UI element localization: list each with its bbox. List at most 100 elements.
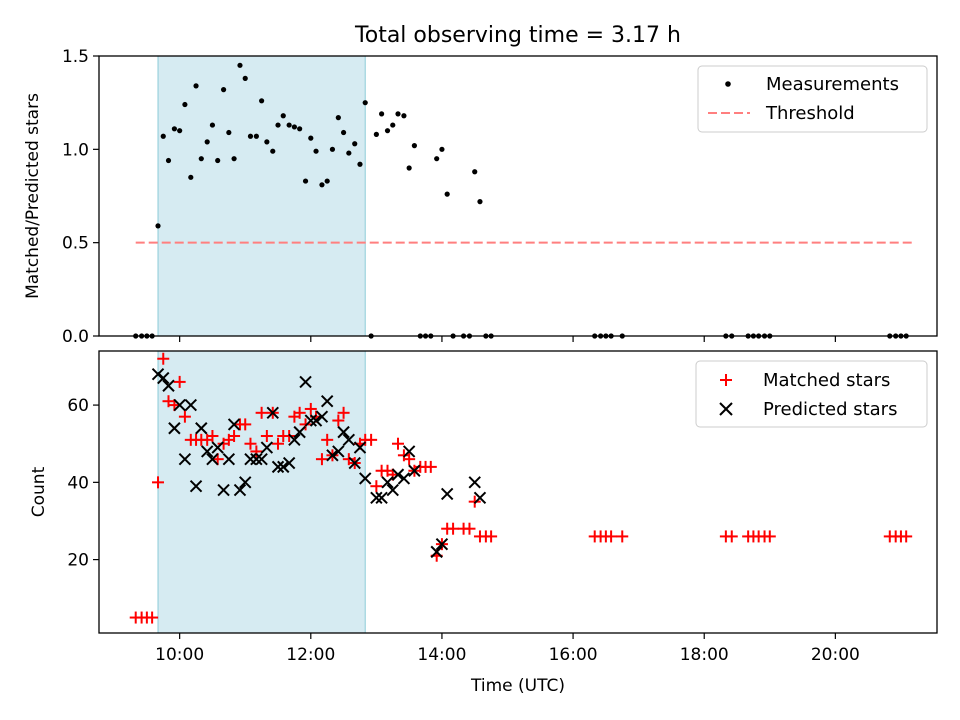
measurement-point xyxy=(439,146,445,152)
matched-star-point xyxy=(725,530,738,543)
measurement-point xyxy=(324,178,330,184)
measurement-point xyxy=(220,87,227,93)
predicted-star-point xyxy=(408,464,421,477)
top-shaded-span xyxy=(157,55,366,337)
measurement-point xyxy=(188,174,194,180)
bottom-y-tick-label: 60 xyxy=(67,396,89,416)
predicted-star-point xyxy=(189,479,203,493)
chart-title: Total observing time = 3.17 h xyxy=(354,23,681,48)
bottom-x-axis: 10:00 12:00 14:00 16:00 18:00 20:00 xyxy=(155,633,860,665)
measurement-point xyxy=(155,223,161,229)
predicted-star-point xyxy=(250,452,263,466)
top-y-axis: 0.0 0.5 1.0 1.5 xyxy=(62,47,99,347)
measurement-point xyxy=(209,122,216,128)
measurement-point xyxy=(242,75,248,81)
bottom-y-tick-label: 40 xyxy=(67,473,89,493)
matched-star-point xyxy=(206,429,219,442)
measurement-point xyxy=(259,98,265,104)
top-y-tick-label: 1.5 xyxy=(62,47,89,67)
bottom-shaded-span xyxy=(157,350,366,634)
top-y-axis-label: Matched/Predicted stars xyxy=(23,93,43,299)
measurement-point xyxy=(434,156,440,162)
matched-star-point xyxy=(228,429,241,442)
measurement-point xyxy=(237,62,243,68)
predicted-star-point xyxy=(359,472,372,485)
bottom-x-tick-label: 20:00 xyxy=(811,645,860,665)
predicted-star-point xyxy=(173,398,186,412)
matched-star-point xyxy=(272,437,285,450)
predicted-stars-legend-marker xyxy=(719,402,733,416)
measurement-point xyxy=(477,199,483,205)
measurement-point xyxy=(253,133,259,139)
predicted-star-point xyxy=(200,445,214,458)
matched-star-point xyxy=(365,433,378,446)
predicted-star-point xyxy=(332,445,345,458)
measurement-point xyxy=(160,133,166,139)
x-axis-label: Time (UTC) xyxy=(470,676,565,696)
predicted-star-point xyxy=(211,441,224,454)
measurement-point xyxy=(352,141,358,147)
measurement-point xyxy=(335,115,341,121)
measurement-point xyxy=(357,161,363,167)
matched-star-point xyxy=(250,445,263,458)
top-axes-frame xyxy=(98,55,938,337)
matched-star-point xyxy=(178,410,191,423)
matched-star-point xyxy=(392,437,405,450)
predicted-star-point xyxy=(222,452,236,466)
bottom-y-axis: 20 40 60 xyxy=(67,396,99,571)
bottom-y-axis-label: Count xyxy=(29,466,49,517)
measurement-point xyxy=(193,83,199,89)
matched-star-point xyxy=(370,480,383,493)
predicted-star-point xyxy=(381,476,394,489)
matched-star-point xyxy=(485,530,498,543)
measurement-point xyxy=(231,156,237,162)
measurement-point xyxy=(390,122,396,128)
predicted-star-point xyxy=(168,422,181,435)
measurement-point xyxy=(329,146,336,152)
predicted-star-point xyxy=(386,483,399,497)
bottom-legend: Matched stars Predicted stars xyxy=(695,360,928,428)
measurement-point xyxy=(286,122,292,128)
measurement-point xyxy=(444,191,450,197)
measurement-point xyxy=(302,178,309,184)
measurement-point xyxy=(204,139,210,145)
matched-star-point xyxy=(239,418,252,431)
predicted-star-point xyxy=(402,445,416,458)
predicted-star-point xyxy=(178,452,192,466)
bottom-x-tick-label: 16:00 xyxy=(549,645,598,665)
measurement-point xyxy=(379,111,385,117)
measurement-point xyxy=(313,148,319,154)
matched-star-point xyxy=(173,375,186,388)
predicted-stars-series xyxy=(151,367,487,559)
matched-star-point xyxy=(337,406,350,419)
measurement-point xyxy=(308,135,314,141)
predicted-star-point xyxy=(282,456,296,470)
matched-star-point xyxy=(315,453,328,466)
matched-star-point xyxy=(332,414,345,427)
matched-star-point xyxy=(244,437,257,450)
predicted-star-point xyxy=(195,422,208,435)
measurement-point xyxy=(319,182,325,188)
measurement-point xyxy=(384,128,391,134)
measurement-point xyxy=(346,150,352,156)
predicted-star-point xyxy=(217,483,230,497)
predicted-star-point xyxy=(233,483,247,497)
measurement-point xyxy=(297,126,303,132)
predicted-star-point xyxy=(206,452,219,466)
predicted-star-point xyxy=(430,545,443,559)
matched-star-point xyxy=(424,460,437,473)
measurement-point xyxy=(362,100,368,106)
predicted-star-point xyxy=(244,452,257,466)
predicted-star-point xyxy=(348,456,361,470)
measurement-point xyxy=(165,157,172,164)
measurement-point xyxy=(291,124,298,130)
matched-star-point xyxy=(293,406,306,419)
predicted-star-point xyxy=(293,425,306,439)
bottom-x-tick-label: 10:00 xyxy=(155,645,204,665)
predicted-star-point xyxy=(391,468,405,481)
matched-star-point xyxy=(403,453,416,466)
predicted-star-point xyxy=(370,491,383,505)
predicted-star-point xyxy=(473,491,487,505)
predicted-star-point xyxy=(260,441,274,454)
